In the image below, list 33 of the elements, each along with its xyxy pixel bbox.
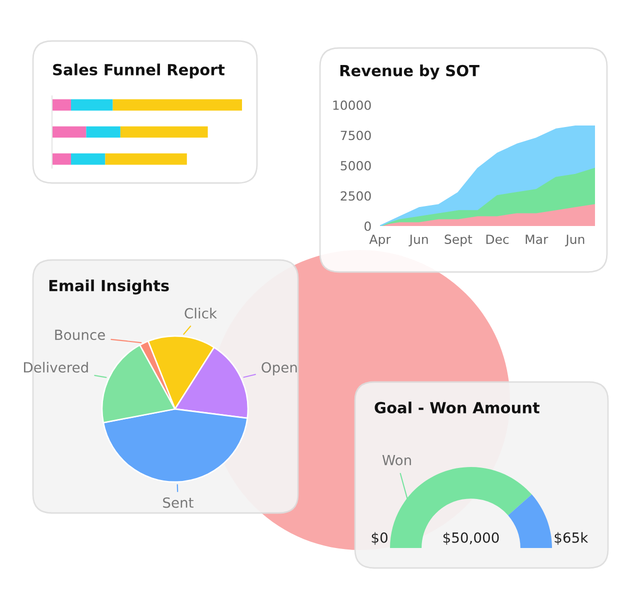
x-tick-label: Jun: [408, 234, 428, 246]
slice-label: Open: [262, 362, 297, 376]
bar: [71, 99, 113, 111]
y-tick-label: 7500: [340, 130, 371, 140]
bar: [52, 126, 86, 138]
y-tick-label: 10000: [333, 100, 371, 110]
bar: [105, 153, 187, 165]
text: $65k: [554, 532, 588, 545]
x-tick-label: Sept: [444, 234, 472, 246]
slice-label: Bounce: [55, 330, 105, 340]
chart-title: Email Insights: [49, 280, 169, 294]
bar: [52, 153, 71, 165]
bar: [71, 153, 106, 165]
chart-title: Goal - Won Amount: [374, 402, 540, 414]
slice-label: Click: [184, 308, 217, 319]
x-tick-label: Jun: [565, 234, 584, 246]
slice-label: Sent: [163, 497, 194, 508]
y-tick-label: 0: [364, 221, 371, 231]
x-tick-label: Apr: [369, 234, 391, 246]
y-tick-label: 2500: [340, 191, 371, 201]
bar: [112, 99, 242, 111]
bar: [120, 126, 208, 138]
x-tick-label: Mar: [526, 234, 548, 244]
text: $50,000: [443, 532, 499, 545]
chart-title: Sales Funnel Report: [53, 64, 225, 78]
x-tick-label: Dec: [486, 234, 509, 244]
bar: [86, 126, 120, 138]
slice-label: Won: [382, 455, 411, 466]
chart-title: Revenue by SOT: [340, 64, 480, 80]
slice-label: Delivered: [24, 362, 88, 373]
text: $0: [372, 532, 388, 545]
bar: [52, 99, 71, 111]
y-tick-label: 5000: [340, 160, 371, 170]
